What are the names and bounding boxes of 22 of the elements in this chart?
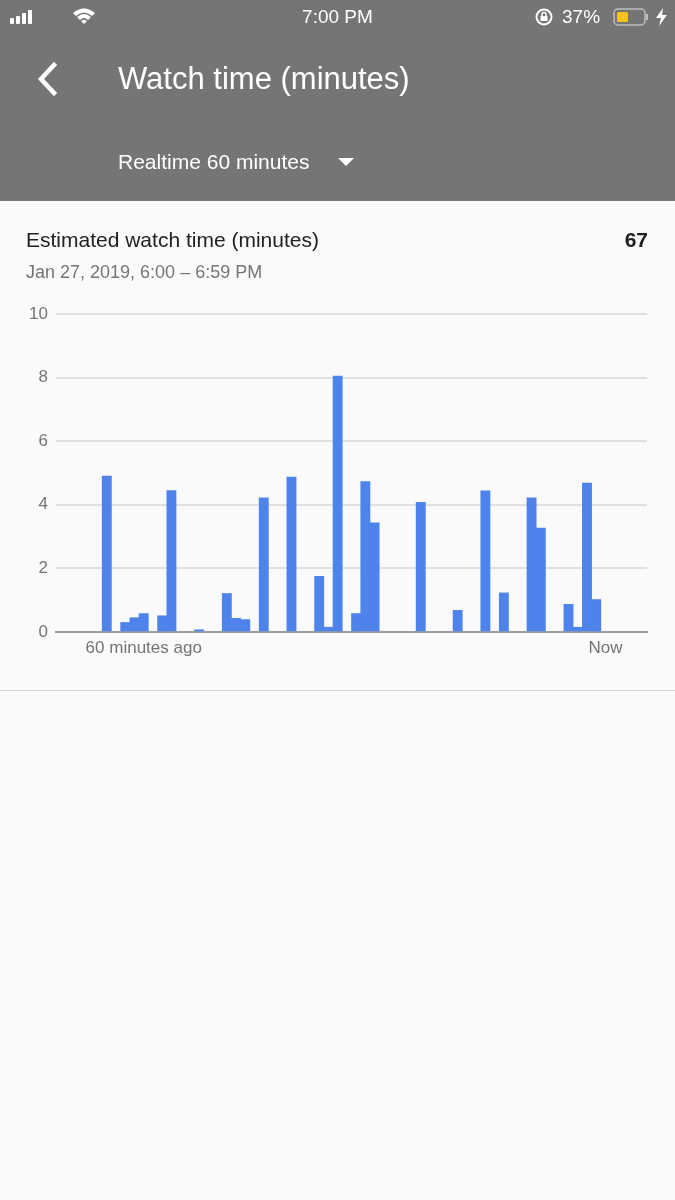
y-tick-label: 2 bbox=[38, 558, 48, 578]
bar bbox=[258, 497, 269, 632]
y-tick-label: 0 bbox=[38, 621, 48, 641]
bar bbox=[452, 610, 463, 632]
text: 7:00 PM bbox=[302, 6, 373, 27]
x-tick-label: 60 minutes ago bbox=[85, 637, 202, 657]
y-tick-label: 8 bbox=[38, 367, 48, 387]
bar bbox=[415, 501, 426, 632]
bar bbox=[480, 490, 491, 632]
y-tick-label: 6 bbox=[38, 430, 48, 450]
bar bbox=[286, 476, 297, 632]
chart-title: Estimated watch time (minutes) bbox=[26, 228, 319, 252]
chart-subtitle: Jan 27, 2019, 6:00 – 6:59 PM bbox=[26, 262, 263, 283]
x-tick-label: Now bbox=[588, 637, 624, 657]
text: 67 bbox=[624, 228, 648, 252]
text: Watch time (minutes) bbox=[118, 61, 410, 97]
y-tick-label: 4 bbox=[38, 494, 48, 514]
text: 37% bbox=[562, 6, 601, 28]
bar bbox=[498, 592, 509, 632]
text: Realtime 60 minutes bbox=[118, 150, 310, 174]
bar bbox=[101, 475, 112, 632]
y-tick-label: 10 bbox=[29, 303, 48, 323]
